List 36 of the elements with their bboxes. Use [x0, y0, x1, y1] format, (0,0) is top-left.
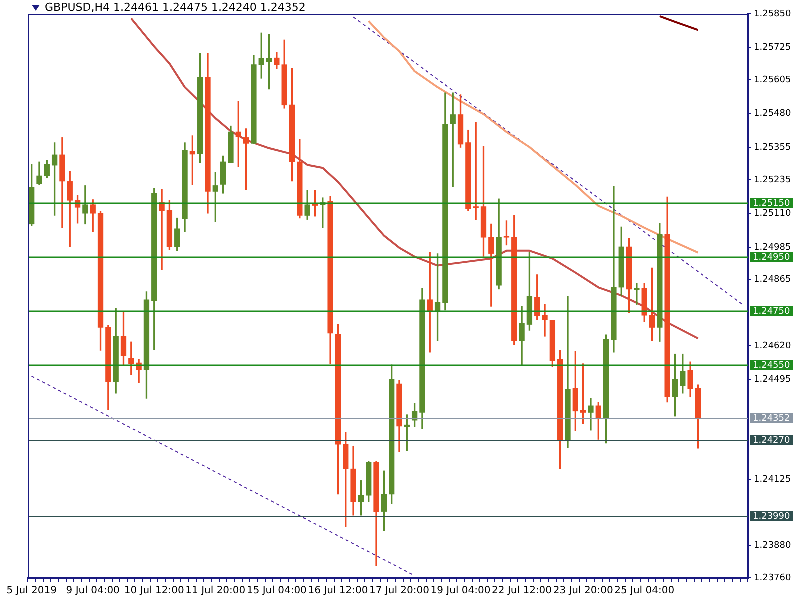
- x-tick-label: 10 Jul 12:00: [124, 586, 184, 597]
- ref-line-label: 1.24750: [753, 306, 790, 317]
- y-tick-label: 1.24125: [754, 474, 792, 485]
- y-tick-label: 1.23760: [754, 573, 792, 584]
- x-tick-label: 19 Jul 04:00: [430, 586, 491, 597]
- ref-line-label: 1.24352: [753, 414, 790, 424]
- y-tick-label: 1.25355: [754, 142, 792, 153]
- y-tick-label: 1.25110: [754, 209, 792, 220]
- x-tick-label: 25 Jul 04:00: [614, 586, 675, 597]
- y-tick-label: 1.24620: [754, 341, 792, 352]
- y-tick-label: 1.25235: [754, 175, 792, 186]
- candlestick: [588, 398, 594, 431]
- y-tick-label: 1.24865: [754, 275, 792, 286]
- x-tick-label: 22 Jul 12:00: [492, 586, 552, 597]
- candlestick: [634, 283, 640, 305]
- ref-line-label: 1.24550: [753, 360, 790, 371]
- ref-line-label: 1.24270: [753, 436, 790, 446]
- chart-title: GBPUSD,H4 1.24461 1.24475 1.24240 1.24352: [45, 1, 306, 14]
- x-tick-label: 11 Jul 20:00: [186, 586, 246, 597]
- ref-line-label: 1.24950: [753, 252, 790, 263]
- y-tick-label: 1.23880: [754, 540, 792, 551]
- y-tick-label: 1.25480: [754, 109, 792, 120]
- x-tick-label: 15 Jul 04:00: [246, 586, 307, 597]
- x-tick-label: 9 Jul 04:00: [66, 586, 120, 597]
- x-tick-label: 16 Jul 12:00: [308, 586, 368, 597]
- y-tick-label: 1.25725: [754, 43, 792, 54]
- candlestick: [542, 304, 548, 337]
- x-tick-label: 5 Jul 2019: [6, 586, 57, 597]
- x-tick-label: 17 Jul 20:00: [370, 586, 430, 597]
- y-tick-label: 1.25850: [754, 9, 792, 20]
- y-tick-label: 1.24495: [754, 375, 792, 385]
- y-tick-label: 1.24985: [754, 242, 792, 253]
- x-tick-label: 23 Jul 20:00: [553, 586, 614, 597]
- y-tick-label: 1.25605: [754, 75, 792, 86]
- ref-line-label: 1.23990: [753, 512, 790, 522]
- ref-line-label: 1.25150: [753, 198, 790, 209]
